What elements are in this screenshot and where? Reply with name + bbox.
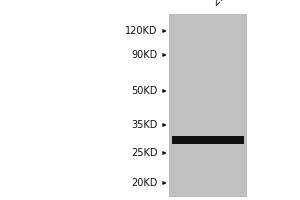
Text: 120KD: 120KD [125, 26, 158, 36]
Bar [172, 136, 244, 144]
Text: 35KD: 35KD [131, 120, 158, 130]
Text: 50KD: 50KD [131, 86, 158, 96]
Text: 20KD: 20KD [131, 178, 158, 188]
Text: 293: 293 [209, 0, 235, 8]
Text: 90KD: 90KD [131, 50, 158, 60]
Bar [169, 14, 246, 196]
Text: 25KD: 25KD [131, 148, 158, 158]
